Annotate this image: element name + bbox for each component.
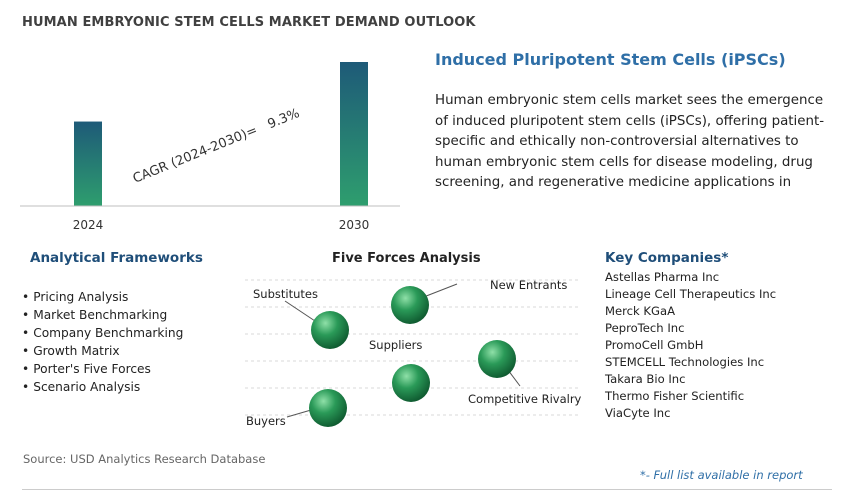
list-item: Pricing Analysis [22, 288, 183, 306]
x-tick-label: 2030 [339, 218, 370, 232]
bar-chart: 2024 2030 CAGR (2024-2030)= 9.3% [20, 62, 400, 232]
list-item: Takara Bio Inc [605, 372, 686, 386]
list-item: PeproTech Inc [605, 321, 685, 335]
frameworks-title: Analytical Frameworks [30, 250, 203, 266]
list-item: PromoCell GmbH [605, 338, 704, 352]
description-text: Human embryonic stem cells market sees t… [435, 93, 838, 197]
info-heading: Induced Pluripotent Stem Cells (iPSCs) [435, 50, 786, 69]
bottom-divider [22, 489, 832, 490]
sphere-buyers [309, 389, 347, 427]
list-item: ViaCyte Inc [605, 406, 671, 420]
gridlines [245, 279, 580, 416]
label-buyers: Buyers [246, 414, 286, 428]
five-forces-diagram: Substitutes New Entrants Suppliers Compe… [245, 278, 582, 428]
cagr-annotation: CAGR (2024-2030)= 9.3% [131, 106, 302, 187]
source-note: Source: USD Analytics Research Database [23, 452, 266, 466]
sphere-new-entrants [391, 286, 429, 324]
companies-title: Key Companies* [605, 250, 729, 266]
bar-2024 [74, 121, 102, 206]
list-item: Astellas Pharma Inc [605, 270, 720, 284]
list-item: Market Benchmarking [22, 306, 183, 324]
companies-list: Astellas Pharma Inc Lineage Cell Therape… [605, 269, 776, 422]
description-box: Human embryonic stem cells market sees t… [435, 91, 840, 197]
list-item: Growth Matrix [22, 342, 183, 360]
list-item: Lineage Cell Therapeutics Inc [605, 287, 777, 301]
sphere-substitutes [311, 311, 349, 349]
sphere-suppliers [392, 364, 430, 402]
list-item: STEMCELL Technologies Inc [605, 355, 765, 369]
footnote: *- Full list available in report [640, 468, 803, 482]
label-new-entrants: New Entrants [490, 278, 567, 292]
list-item: Company Benchmarking [22, 324, 183, 342]
x-tick-label: 2024 [73, 218, 104, 232]
label-substitutes: Substitutes [253, 287, 318, 301]
label-competitive-rivalry: Competitive Rivalry [468, 392, 582, 406]
label-suppliers: Suppliers [369, 338, 422, 352]
frameworks-list: Pricing Analysis Market Benchmarking Com… [22, 288, 183, 396]
list-item: Scenario Analysis [22, 378, 183, 396]
list-item: Merck KGaA [605, 304, 676, 318]
page-title: HUMAN EMBRYONIC STEM CELLS MARKET DEMAND… [22, 15, 476, 30]
five-forces-title: Five Forces Analysis [332, 251, 481, 266]
list-item: Thermo Fisher Scientific [605, 389, 745, 403]
sphere-competitive-rivalry [478, 340, 516, 378]
bar-2030 [340, 62, 368, 206]
list-item: Porter's Five Forces [22, 360, 183, 378]
